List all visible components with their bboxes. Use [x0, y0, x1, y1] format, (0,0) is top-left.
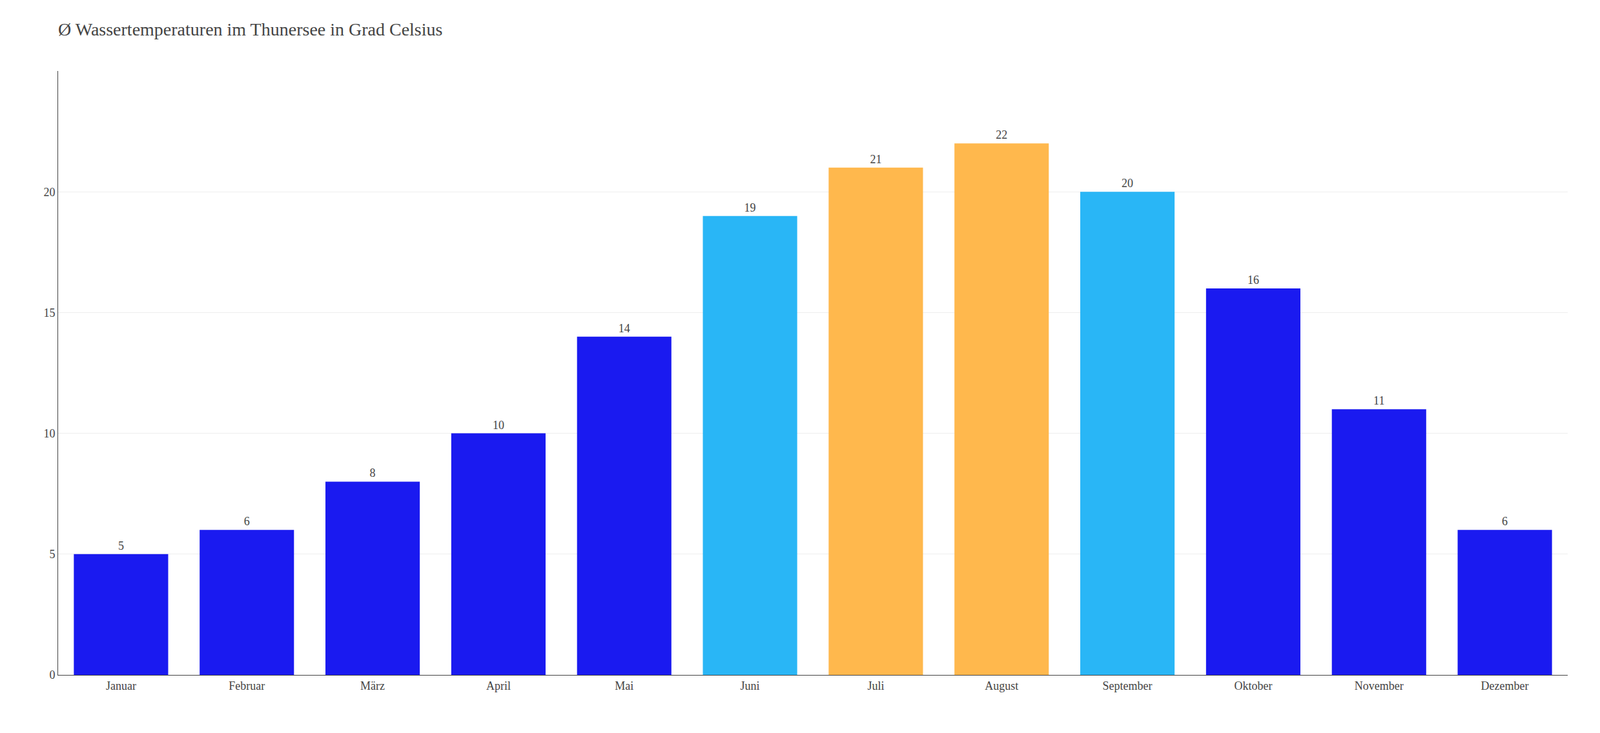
- svg-text:5: 5: [49, 548, 55, 562]
- svg-text:0: 0: [49, 668, 55, 682]
- svg-text:6: 6: [244, 515, 250, 529]
- svg-text:11: 11: [1373, 394, 1385, 408]
- svg-text:15: 15: [43, 306, 55, 320]
- svg-text:22: 22: [995, 128, 1008, 142]
- svg-text:Ø Wassertemperaturen im Thuner: Ø Wassertemperaturen im Thunersee in Gra…: [58, 19, 443, 40]
- svg-text:19: 19: [744, 201, 757, 215]
- svg-text:8: 8: [369, 466, 376, 480]
- svg-text:Juli: Juli: [867, 679, 884, 693]
- svg-text:Februar: Februar: [228, 679, 265, 693]
- svg-text:Juni: Juni: [740, 679, 760, 693]
- svg-text:14: 14: [618, 322, 631, 336]
- svg-text:August: August: [984, 679, 1019, 693]
- svg-text:5: 5: [118, 539, 124, 553]
- svg-text:April: April: [486, 679, 511, 693]
- svg-text:20: 20: [1121, 176, 1134, 190]
- svg-text:6: 6: [1501, 515, 1508, 529]
- svg-text:Oktober: Oktober: [1233, 679, 1272, 693]
- svg-text:Januar: Januar: [105, 679, 137, 693]
- svg-text:Mai: Mai: [614, 679, 634, 693]
- svg-text:November: November: [1354, 679, 1404, 693]
- svg-text:10: 10: [43, 427, 55, 441]
- svg-text:September: September: [1102, 679, 1153, 693]
- svg-text:10: 10: [492, 419, 505, 432]
- svg-text:16: 16: [1247, 273, 1260, 287]
- svg-text:21: 21: [869, 153, 882, 166]
- svg-text:20: 20: [43, 185, 55, 199]
- svg-text:März: März: [360, 679, 385, 693]
- svg-text:Dezember: Dezember: [1481, 679, 1529, 693]
